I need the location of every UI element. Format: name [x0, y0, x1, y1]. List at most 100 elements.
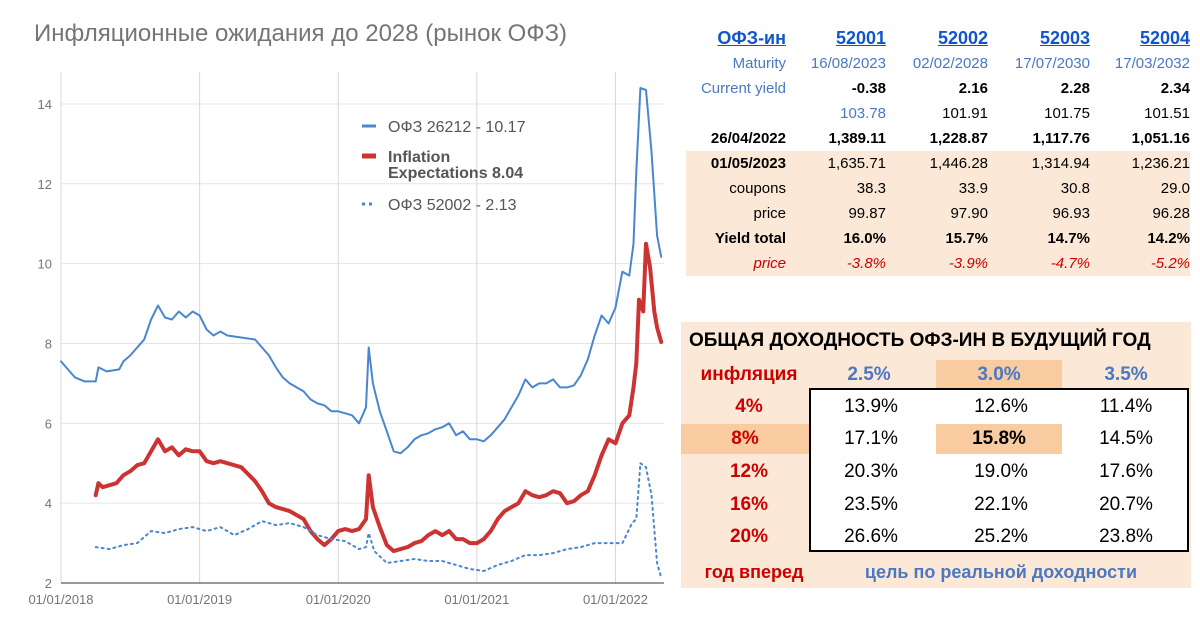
table-cell: 96.93: [1052, 205, 1090, 222]
table-cell: -5.2%: [1150, 255, 1190, 272]
y-tick-label: 2: [45, 576, 52, 591]
row-label: [686, 101, 786, 126]
table-cell: 1,446.28: [929, 155, 988, 172]
row-label: 26/04/2022: [710, 130, 786, 147]
chart-legend: ОФЗ 26212 - 10.17 Inflation Expectations 8…: [362, 119, 526, 214]
table-cell: 14.7%: [1047, 230, 1090, 247]
y-tick-label: 10: [38, 257, 52, 272]
table-cell: 1,228.87: [929, 130, 988, 147]
series-line-2: [93, 241, 664, 554]
table-cell: 15.7%: [945, 230, 988, 247]
table-cell: 16.0%: [843, 230, 886, 247]
bonds-row-yield-total: Yield total 16.0% 15.7% 14.7% 14.2%: [686, 226, 1190, 251]
returns-cell: 25.2%: [974, 526, 1028, 547]
table-cell: 99.87: [848, 205, 886, 222]
bonds-row-price: price 99.87 97.90 96.93 96.28: [686, 201, 1190, 226]
table-cell: 33.9: [958, 180, 988, 197]
series-line-1: [60, 87, 663, 455]
returns-cell: 23.8%: [1099, 526, 1153, 547]
table-cell: 2.34: [1160, 80, 1190, 97]
bonds-row-price-change: price -3.8% -3.9% -4.7% -5.2%: [686, 251, 1190, 276]
bonds-row-2022: 26/04/2022 1,389.11 1,228.87 1,117.76 1,…: [686, 126, 1190, 151]
bonds-row-coupons: coupons 38.3 33.9 30.8 29.0: [686, 176, 1190, 201]
returns-row-label: 8%: [681, 424, 809, 454]
returns-col-header: 3.5%: [1104, 364, 1148, 385]
legend-label: ОФЗ 26212 - 10.17: [388, 119, 526, 136]
chart-grid: [60, 72, 664, 583]
table-cell: 16/08/2023: [810, 55, 886, 72]
chart-series: [60, 87, 664, 579]
table-cell: 29.0: [1160, 180, 1190, 197]
bonds-header-52001[interactable]: 52001: [835, 28, 886, 48]
table-cell: -4.7%: [1050, 255, 1090, 272]
returns-cell: 14.5%: [1099, 428, 1153, 449]
returns-col-header: 3.0%: [936, 360, 1062, 390]
row-label: price: [753, 205, 786, 222]
table-cell: 17/03/2032: [1114, 55, 1190, 72]
returns-title: ОБЩАЯ ДОХОДНОСТЬ ОФЗ-ИН В БУДУЩИЙ ГОД: [689, 330, 1151, 351]
y-tick-label: 12: [38, 177, 52, 192]
returns-cell: 26.6%: [844, 526, 898, 547]
x-tick-label: 01/01/2021: [444, 592, 509, 607]
bonds-header-row: ОФЗ-ин 52001 52002 52003 52004: [686, 26, 1190, 51]
table-cell: 38.3: [856, 180, 886, 197]
returns-grid: [809, 388, 1189, 552]
table-cell: 2.16: [958, 80, 988, 97]
x-tick-label: 01/01/2019: [167, 592, 232, 607]
bonds-row-2023: 01/05/2023 1,635.71 1,446.28 1,314.94 1,…: [686, 151, 1190, 176]
returns-cell-highlight: 15.8%: [936, 424, 1062, 454]
table-cell: 14.2%: [1147, 230, 1190, 247]
row-label: Maturity: [732, 55, 786, 72]
returns-corner-label: инфляция: [700, 364, 798, 385]
returns-row-label: 4%: [735, 396, 763, 417]
table-cell: 02/02/2028: [912, 55, 988, 72]
table-cell: 17/07/2030: [1014, 55, 1090, 72]
bonds-row-current-yield: Current yield -0.38 2.16 2.28 2.34: [686, 76, 1190, 101]
y-tick-label: 8: [45, 336, 52, 351]
x-tick-label: 01/01/2018: [28, 592, 93, 607]
bonds-table: ОФЗ-ин 52001 52002 52003 52004 Maturity …: [686, 26, 1190, 276]
chart-area: 2 4 6 8 10 12 14 01/01/2018 01/01/2019 01/01/2020…: [28, 72, 664, 607]
returns-footer-left: год вперед: [704, 562, 804, 582]
table-cell: -3.9%: [948, 255, 988, 272]
series-line-3: [94, 462, 663, 579]
table-cell: 2.28: [1060, 80, 1090, 97]
bonds-header-52003[interactable]: 52003: [1039, 28, 1090, 48]
returns-cell: 22.1%: [974, 494, 1028, 515]
table-cell: -3.8%: [846, 255, 886, 272]
returns-cell: 17.6%: [1099, 461, 1153, 482]
table-cell: 101.51: [1144, 105, 1190, 122]
y-tick-label: 14: [38, 97, 52, 112]
chart-axes: 2 4 6 8 10 12 14 01/01/2018 01/01/2019 01/01/2020…: [28, 97, 664, 607]
x-tick-label: 01/01/2022: [583, 592, 648, 607]
y-tick-label: 4: [45, 496, 52, 511]
table-cell: 96.28: [1152, 205, 1190, 222]
table-cell: -0.38: [851, 80, 886, 97]
returns-row-label: 20%: [729, 526, 769, 547]
row-label: Yield total: [714, 230, 786, 247]
bonds-row-price-now: 103.78 101.91 101.75 101.51: [686, 101, 1190, 126]
returns-cell: 17.1%: [844, 428, 898, 449]
y-tick-label: 6: [45, 416, 52, 431]
table-cell: 97.90: [950, 205, 988, 222]
bonds-header-52004[interactable]: 52004: [1139, 28, 1190, 48]
returns-row-label: 16%: [729, 494, 769, 515]
returns-table: ОБЩАЯ ДОХОДНОСТЬ ОФЗ-ИН В БУДУЩИЙ ГОД ин…: [681, 322, 1191, 588]
table-cell: 1,051.16: [1131, 130, 1190, 147]
table-cell: 1,117.76: [1032, 130, 1090, 147]
returns-row-label: 12%: [729, 461, 769, 482]
legend-label: Inflation Expectations 8.04: [388, 149, 523, 182]
table-cell: 103.78: [840, 105, 886, 122]
table-cell: 1,236.21: [1131, 155, 1190, 172]
table-cell: 101.91: [942, 105, 988, 122]
bonds-header-52002[interactable]: 52002: [937, 28, 988, 48]
x-tick-label: 01/01/2020: [306, 592, 371, 607]
returns-cell: 19.0%: [974, 461, 1028, 482]
returns-cell: 11.4%: [1099, 396, 1153, 417]
returns-footer-right: цель по реальной доходности: [864, 562, 1138, 582]
table-cell: 1,389.11: [828, 130, 886, 147]
returns-cell: 13.9%: [844, 396, 898, 417]
returns-cell: 20.7%: [1099, 494, 1153, 515]
row-label: coupons: [729, 180, 786, 197]
bonds-header-name[interactable]: ОФЗ-ин: [717, 28, 786, 48]
